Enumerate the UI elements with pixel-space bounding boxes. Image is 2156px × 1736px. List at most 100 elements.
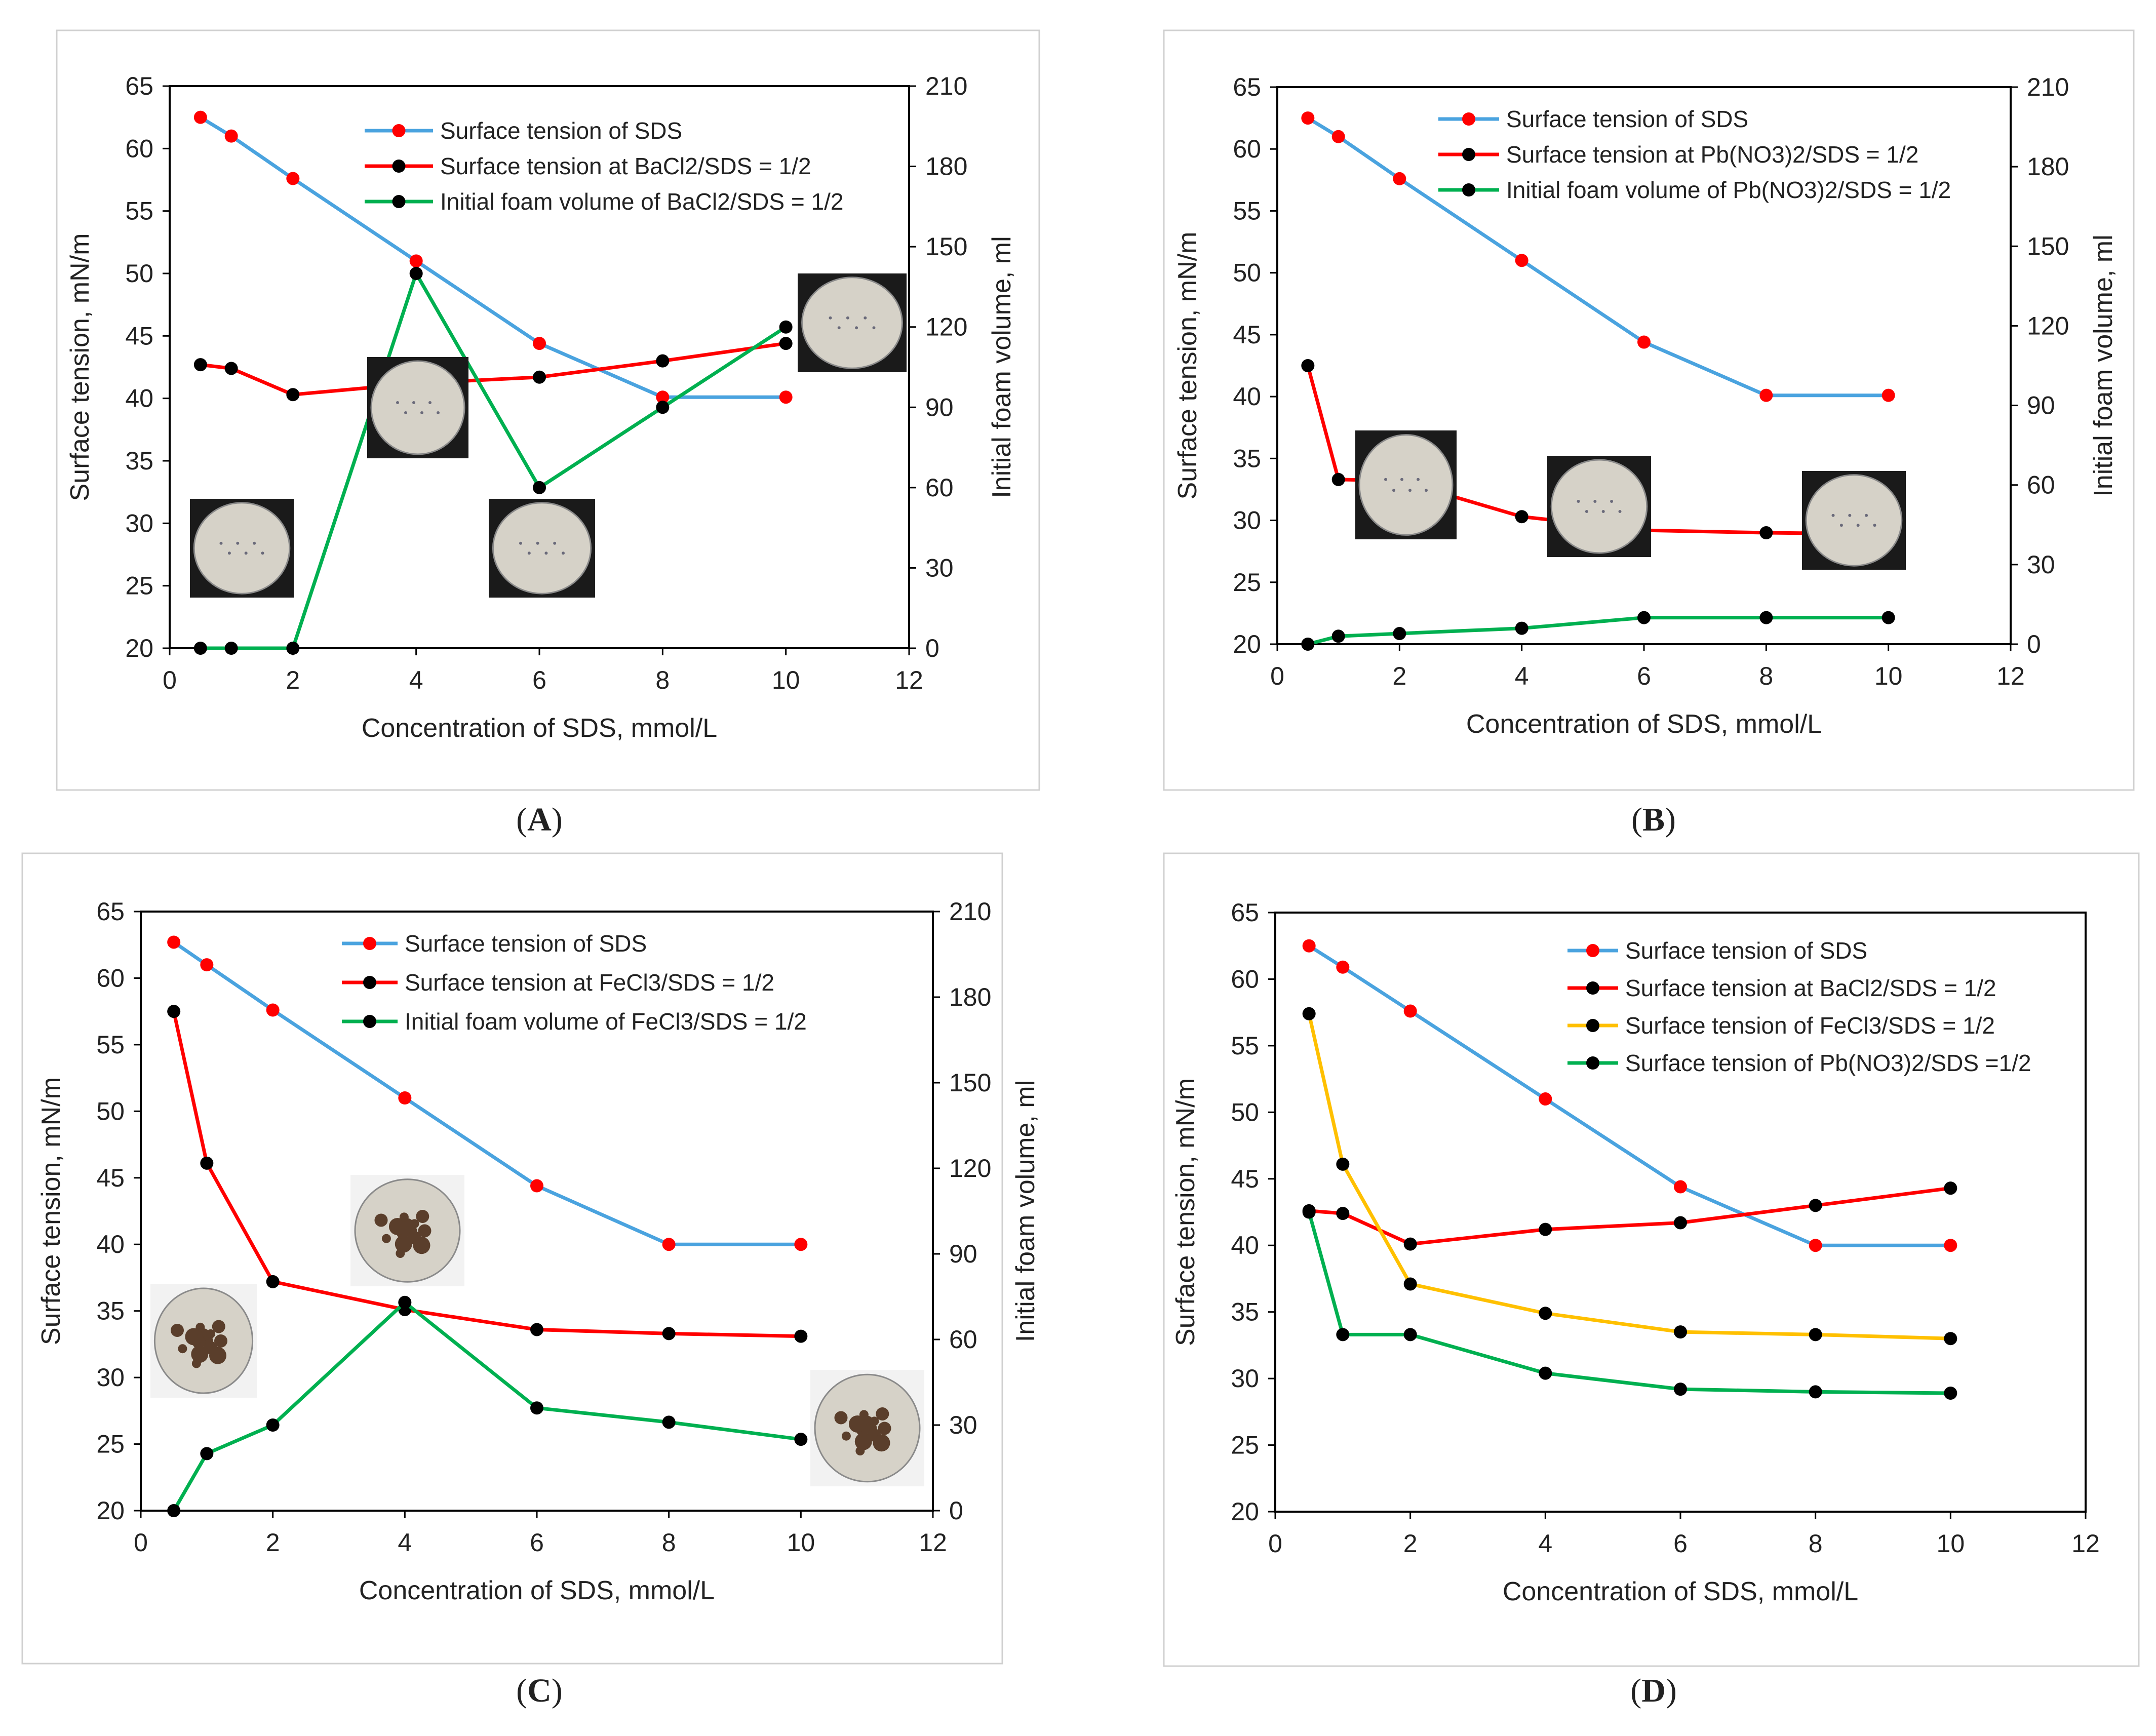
y-tick-label: 45	[1233, 321, 1261, 349]
y2-tick-label: 120	[925, 313, 967, 341]
particle	[876, 1407, 889, 1421]
legend-marker	[363, 937, 376, 950]
micrograph-inset	[1802, 471, 1906, 570]
panel-caption: (C)	[516, 1672, 563, 1709]
particle	[253, 541, 256, 545]
data-point	[398, 1091, 412, 1105]
x-tick-label: 0	[1270, 662, 1284, 690]
particle	[170, 1323, 184, 1337]
particle	[870, 1416, 879, 1426]
particle	[544, 551, 548, 555]
data-point	[1809, 1199, 1822, 1212]
legend-marker	[392, 160, 406, 173]
series-1	[1302, 939, 1957, 1252]
legend-entry: Surface tension at BaCl2/SDS = 1/2	[1567, 975, 1996, 1001]
y-tick-label: 65	[96, 897, 125, 926]
data-point	[533, 337, 546, 350]
y2-tick-label: 210	[949, 897, 991, 926]
data-point	[167, 935, 181, 949]
y-tick-label: 30	[96, 1363, 125, 1392]
x-tick-label: 2	[1392, 662, 1406, 690]
caption-paren-close: )	[1665, 801, 1676, 838]
y2-tick-label: 90	[925, 393, 954, 421]
data-point	[1336, 960, 1350, 974]
particle	[864, 316, 867, 320]
data-point	[1944, 1239, 1957, 1252]
micrograph-inset	[489, 499, 595, 598]
data-point	[794, 1329, 808, 1343]
x-tick-label: 10	[772, 666, 800, 694]
panel-caption: (A)	[516, 801, 563, 838]
y2-axis-label: Initial foam volume, ml	[1011, 1080, 1040, 1342]
y-tick-label: 60	[1233, 135, 1261, 163]
particle	[536, 541, 539, 545]
particle	[1848, 514, 1852, 517]
y-tick-label: 50	[1233, 259, 1261, 287]
chart-panel-d: 0 2 4 6 8 10 12 20 25 30 35 40 45 50 55 60 65 Concentrati…	[1163, 852, 2140, 1709]
legend-entry: Surface tension of SDS	[365, 117, 682, 144]
particle	[859, 1410, 869, 1419]
data-point	[409, 254, 423, 268]
particle	[1577, 500, 1580, 503]
x-tick-label: 6	[1637, 662, 1651, 690]
x-tick-label: 4	[398, 1528, 412, 1557]
particle	[846, 316, 849, 320]
legend-label: Initial foam volume of Pb(NO3)2/SDS = 1/…	[1506, 177, 1951, 203]
particle	[873, 1434, 890, 1452]
particle	[219, 541, 223, 545]
legend-label: Surface tension at Pb(NO3)2/SDS = 1/2	[1506, 141, 1918, 168]
y-tick-label: 45	[1231, 1165, 1259, 1193]
chart-panel-b: 0 2 4 6 8 10 12 20 25 30 35 40 45 50 55 60 65 0 30 60 90 120 1…	[1163, 29, 2135, 838]
inset-view	[370, 360, 465, 455]
y-tick-label: 35	[96, 1297, 125, 1325]
particle	[1856, 524, 1860, 527]
data-point	[200, 1156, 214, 1170]
data-point	[1302, 1007, 1316, 1020]
particle	[214, 1334, 227, 1348]
particle	[396, 401, 399, 404]
particle	[829, 316, 832, 320]
data-point	[1393, 172, 1406, 185]
inset-view	[193, 502, 291, 595]
particle	[834, 1411, 848, 1425]
caption-paren-close: )	[552, 801, 563, 838]
data-point	[1759, 611, 1773, 624]
y-tick-label: 20	[1233, 630, 1261, 658]
legend-entry: Surface tension of Pb(NO3)2/SDS =1/2	[1567, 1050, 2031, 1076]
chart-panel-c: 0 2 4 6 8 10 12 20 25 30 35 40 45 50 55 60 65 0 30 60 90 120 1…	[21, 852, 1040, 1709]
y-tick-label: 40	[1233, 382, 1261, 411]
particle	[244, 551, 248, 555]
chart-panel-a: 0 2 4 6 8 10 12 20 25 30 35 40 45 50 55 60 65 0 30 60 90 120 1…	[56, 29, 1040, 838]
y2-axis-label: Initial foam volume, ml	[2089, 234, 2118, 496]
legend-marker	[1586, 981, 1599, 995]
x-axis-label: Concentration of SDS, mmol/L	[359, 1576, 715, 1605]
data-point	[1637, 335, 1651, 349]
inset-view	[1805, 474, 1903, 567]
x-axis-label: Concentration of SDS, mmol/L	[1466, 709, 1822, 739]
series-1	[1301, 111, 1895, 402]
particle	[837, 326, 841, 330]
data-point	[224, 362, 238, 375]
data-point	[200, 1447, 214, 1461]
data-point	[1674, 1216, 1687, 1230]
data-point	[266, 1003, 280, 1017]
micrograph-inset	[1547, 456, 1651, 557]
y-tick-label: 45	[125, 322, 153, 350]
particle	[519, 541, 522, 545]
micrograph-inset	[1355, 430, 1457, 539]
particle	[878, 1422, 891, 1435]
particle	[1873, 524, 1876, 527]
particle	[1408, 489, 1412, 492]
y-tick-label: 30	[125, 509, 153, 537]
legend-entry: Surface tension of SDS	[342, 930, 647, 957]
data-point	[1403, 1328, 1417, 1342]
particle	[428, 401, 432, 404]
caption-letter: C	[527, 1672, 552, 1709]
x-tick-label: 4	[1538, 1529, 1552, 1558]
series-2	[167, 1005, 808, 1343]
data-point	[1944, 1387, 1957, 1400]
particle	[381, 1234, 391, 1243]
panel-frame	[56, 29, 1040, 791]
y2-tick-label: 30	[2027, 550, 2055, 579]
y2-tick-label: 90	[2027, 391, 2055, 420]
